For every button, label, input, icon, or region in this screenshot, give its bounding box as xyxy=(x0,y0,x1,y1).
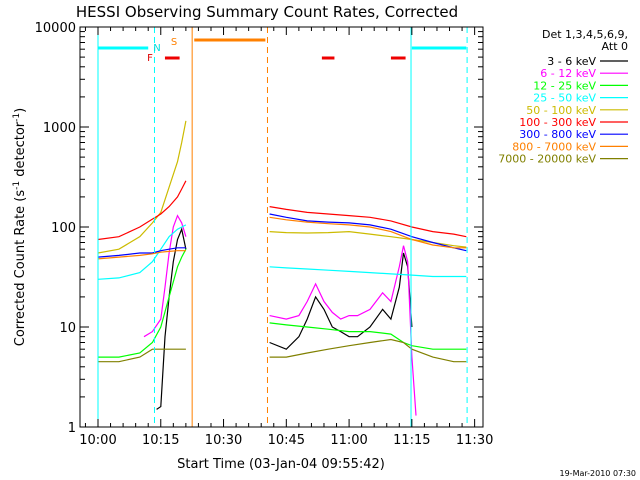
series-line-2-seg-2 xyxy=(269,245,417,416)
series-line-9-seg-2 xyxy=(269,338,467,363)
chart-title: HESSI Observing Summary Count Rates, Cor… xyxy=(76,3,458,21)
legend-label-1: 3 - 6 keV xyxy=(547,55,596,68)
x-tick-label-1: 10:00 xyxy=(79,433,116,448)
legend-label-4: 25 - 50 keV xyxy=(533,92,596,105)
x-tick-label-4: 10:45 xyxy=(268,433,305,448)
series-line-3-seg-2 xyxy=(269,322,467,350)
series-line-2-seg-1 xyxy=(143,214,187,338)
legend-label-7: 300 - 800 keV xyxy=(519,128,596,141)
footer-timestamp: 19-Mar-2010 07:30 xyxy=(560,469,637,478)
series-line-8-seg-2 xyxy=(269,216,467,249)
series-line-6-seg-1 xyxy=(97,180,187,241)
state-marker-f: F xyxy=(147,53,153,64)
x-axis: 10:00 10:15 10:30 10:45 11:00 11:15 11:30 xyxy=(79,27,493,448)
y-axis-label: Corrected Count Rate (s-1 detector-1) xyxy=(12,108,28,346)
series-line-8-seg-1 xyxy=(97,250,186,260)
series-line-3-seg-1 xyxy=(98,248,187,358)
legend-label-5: 50 - 100 keV xyxy=(526,104,596,117)
series-line-5-seg-2 xyxy=(269,230,467,248)
series-line-5-seg-1 xyxy=(97,120,187,254)
series-line-7-seg-1 xyxy=(97,247,186,258)
legend-label-8: 800 - 7000 keV xyxy=(512,140,596,153)
y-tick-label-2: 10 xyxy=(59,321,76,336)
y-tick-label-3: 100 xyxy=(51,221,76,236)
series-layer xyxy=(97,120,467,416)
legend-header-line2: Att 0 xyxy=(602,40,628,53)
state-marker-s: S xyxy=(171,37,177,48)
series-line-6-seg-2 xyxy=(269,206,467,238)
legend-label-6: 100 - 300 keV xyxy=(519,116,596,129)
legend-label-9: 7000 - 20000 keV xyxy=(498,153,596,166)
series-line-7-seg-2 xyxy=(269,213,467,252)
x-tick-label-6: 11:15 xyxy=(393,433,430,448)
x-tick-label-3: 10:30 xyxy=(205,433,242,448)
series-line-1-seg-1 xyxy=(156,227,187,410)
series-line-1-seg-2 xyxy=(269,252,413,350)
x-axis-label: Start Time (03-Jan-04 09:55:42) xyxy=(177,457,385,472)
x-tick-label-2: 10:15 xyxy=(142,433,179,448)
x-tick-label-5: 11:00 xyxy=(330,433,367,448)
legend-label-2: 6 - 12 keV xyxy=(540,67,596,80)
series-line-4-seg-1 xyxy=(97,224,187,280)
y-tick-label-5: 10000 xyxy=(35,21,76,36)
overlay-layer: FNS xyxy=(97,27,468,427)
y-axis: 1 10 100 1000 10000 xyxy=(35,21,483,436)
state-marker-n: N xyxy=(153,43,160,54)
series-line-4-seg-2 xyxy=(269,266,467,278)
legend-label-3: 12 - 25 keV xyxy=(533,79,596,92)
legend-header-line1: Det 1,3,4,5,6,9, xyxy=(542,28,628,41)
series-line-9-seg-1 xyxy=(98,348,186,363)
x-tick-label-7: 11:30 xyxy=(456,433,493,448)
y-tick-label-1: 1 xyxy=(68,421,76,436)
y-tick-label-4: 1000 xyxy=(43,121,76,136)
